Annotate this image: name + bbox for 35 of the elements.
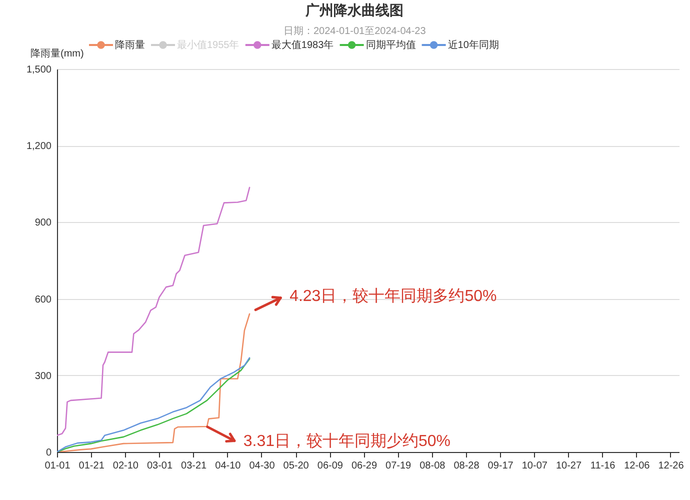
x-tick-label: 12-26 xyxy=(658,460,684,472)
y-tick-label: 300 xyxy=(34,370,52,382)
x-tick-label: 10-27 xyxy=(556,460,582,472)
y-tick-label: 900 xyxy=(34,218,52,229)
legend-label: 最大值1983年 xyxy=(271,39,334,51)
x-tick-label: 06-09 xyxy=(317,460,344,472)
x-tick-label: 03-01 xyxy=(146,460,173,472)
x-tick-label: 08-08 xyxy=(420,460,446,472)
y-tick-label: 0 xyxy=(46,448,52,458)
x-tick-label: 08-28 xyxy=(454,460,480,472)
x-tick-label: 01-01 xyxy=(44,460,71,472)
y-axis-title: 降雨量(mm) xyxy=(30,48,84,60)
legend-label: 降雨量 xyxy=(115,39,145,51)
x-tick-label: 05-20 xyxy=(283,460,310,472)
x-tick-label: 12-06 xyxy=(624,460,650,472)
x-tick-label: 11-16 xyxy=(590,460,616,472)
chart-subtitle: 日期：2024-01-01至2024-04-23 xyxy=(283,25,426,37)
x-tick-label: 07-19 xyxy=(386,460,412,472)
y-tick-label: 1,200 xyxy=(26,141,52,152)
x-tick-label: 04-10 xyxy=(215,460,242,472)
x-tick-label: 10-07 xyxy=(522,460,548,472)
legend-label: 同期平均值 xyxy=(366,39,416,51)
y-tick-label: 600 xyxy=(34,294,52,306)
x-tick-label: 09-17 xyxy=(488,460,514,472)
x-tick-label: 03-21 xyxy=(181,460,208,472)
chart-title: 广州降水曲线图 xyxy=(304,2,404,18)
x-tick-label: 01-21 xyxy=(78,460,105,472)
annotation: 4.23日，较十年同期多约50% xyxy=(290,286,497,305)
x-tick-label: 06-29 xyxy=(351,460,378,472)
y-tick-label: 1,500 xyxy=(26,64,52,76)
x-tick-label: 02-10 xyxy=(112,460,139,472)
line-series xyxy=(57,186,250,436)
x-tick-label: 04-30 xyxy=(249,460,276,472)
annotation: 3.31日，较十年同期少约50% xyxy=(243,432,451,450)
legend-label: 近10年同期 xyxy=(448,39,499,51)
